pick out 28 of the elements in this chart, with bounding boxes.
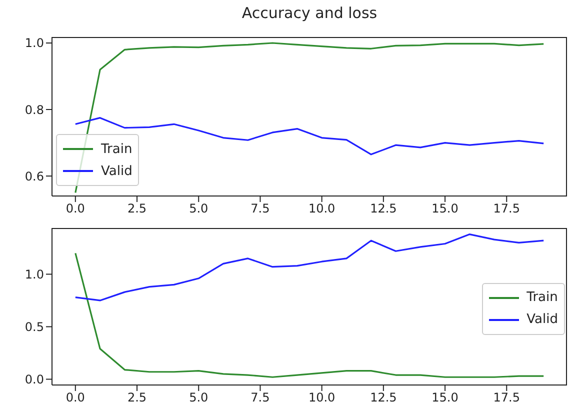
x-tick-label: 0.0 xyxy=(66,202,85,216)
x-tick-label: 5.0 xyxy=(189,390,208,405)
chart-title: Accuracy and loss xyxy=(240,4,378,22)
x-tick-label: 15.0 xyxy=(432,390,458,405)
x-tick-label: 2.5 xyxy=(127,390,147,405)
x-tick-label: 10.0 xyxy=(308,202,336,216)
x-tick-label: 10.0 xyxy=(308,390,336,405)
y-tick-label: 0.6 xyxy=(24,169,44,184)
legend-label: Valid xyxy=(526,312,558,327)
line-series xyxy=(74,117,544,156)
x-tick-label: 17.5 xyxy=(493,390,520,405)
x-tick-label: 7.5 xyxy=(250,202,270,216)
x-tick-label: 5.0 xyxy=(189,202,208,216)
y-tick-label: 0.8 xyxy=(24,102,44,117)
legend-label: Train xyxy=(101,142,132,156)
x-tick-label: 0.0 xyxy=(66,390,85,405)
y-tick-label: 1.0 xyxy=(24,267,44,282)
y-tick-label: 0.0 xyxy=(24,372,44,386)
y-tick-label: 0.5 xyxy=(24,320,44,334)
x-tick-label: 7.5 xyxy=(250,390,270,405)
x-tick-label: 12.5 xyxy=(370,390,397,405)
x-tick-label: 17.5 xyxy=(493,202,520,216)
x-tick-label: 15.0 xyxy=(432,202,458,216)
x-tick-label: 2.5 xyxy=(127,202,147,216)
legend-label: Valid xyxy=(101,164,132,178)
x-tick-label: 12.5 xyxy=(370,202,397,216)
y-tick-label: 1.0 xyxy=(24,36,44,50)
legend-label: Train xyxy=(526,290,558,305)
